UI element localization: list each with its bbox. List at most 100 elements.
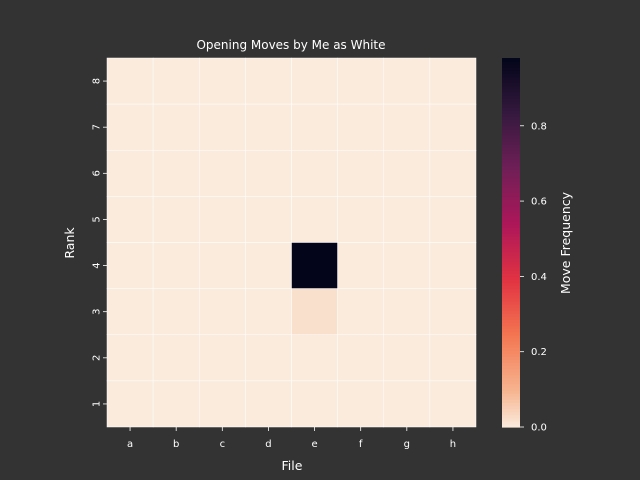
heatmap-cell-b2 <box>152 334 200 382</box>
colorbar-segment <box>502 297 520 302</box>
colorbar-segment <box>502 411 520 416</box>
colorbar-segment <box>502 177 520 182</box>
colorbar-segment <box>502 377 520 382</box>
heatmap-cell-g7 <box>383 103 431 151</box>
colorbar-segment <box>502 420 520 425</box>
colorbar-tick-label: 0.6 <box>531 197 547 208</box>
colorbar-segment <box>502 371 520 376</box>
heatmap-cell-f7 <box>337 103 384 151</box>
heatmap-cell-e3 <box>291 288 338 335</box>
colorbar-segment <box>502 313 520 317</box>
colorbar-segment <box>502 414 520 419</box>
x-axis-label: File <box>282 458 303 473</box>
colorbar-segment <box>502 82 520 87</box>
colorbar-segment <box>502 340 520 345</box>
heatmap-cell-e6 <box>291 150 338 197</box>
colorbar-segment <box>502 254 520 259</box>
colorbar-segment <box>502 325 520 330</box>
colorbar-segment <box>502 190 520 194</box>
colorbar-segment <box>502 248 520 253</box>
colorbar-segment <box>502 423 520 428</box>
colorbar-segment <box>502 76 520 81</box>
heatmap-cell-a3 <box>106 288 154 335</box>
colorbar-segment <box>502 316 520 320</box>
colorbar-segment <box>502 282 520 287</box>
colorbar-segment <box>502 107 520 111</box>
heatmap-cell-h7 <box>429 103 477 151</box>
colorbar-segment <box>502 128 520 133</box>
heatmap-cell-b1 <box>152 380 200 428</box>
colorbar-segment <box>502 393 520 397</box>
colorbar-segment <box>502 276 520 280</box>
heatmap-cell-g3 <box>383 288 431 335</box>
heatmap-cell-d8 <box>245 57 292 105</box>
colorbar-segment <box>502 184 520 188</box>
colorbar-segment <box>502 104 520 108</box>
colorbar-segment <box>502 193 520 197</box>
colorbar-segment <box>502 211 520 216</box>
colorbar-segment <box>502 356 520 360</box>
colorbar-segment <box>502 187 520 191</box>
colorbar-segment <box>502 310 520 314</box>
colorbar-segment <box>502 304 520 308</box>
heatmap-cell-d2 <box>245 334 292 382</box>
colorbar-segment <box>502 233 520 237</box>
colorbar-segment <box>502 417 520 422</box>
heatmap-cell-f8 <box>337 57 384 105</box>
colorbar-segment <box>502 131 520 136</box>
y-tick-label: 8 <box>92 78 103 84</box>
heatmap-cell-b3 <box>152 288 200 335</box>
colorbar-segment <box>502 122 520 127</box>
colorbar-segment <box>502 205 520 210</box>
colorbar-segment <box>502 362 520 367</box>
y-tick-label: 2 <box>92 355 103 361</box>
colorbar-segment <box>502 110 520 114</box>
colorbar-segment <box>502 141 520 145</box>
colorbar-segment <box>502 365 520 370</box>
heatmap-cell-g4 <box>383 242 431 289</box>
colorbar-segment <box>502 368 520 373</box>
colorbar-segment <box>502 359 520 364</box>
colorbar-segment <box>502 150 520 154</box>
heatmap-cell-e2 <box>291 334 338 382</box>
heatmap-cell-e4 <box>291 242 338 289</box>
y-tick-label: 6 <box>92 170 103 176</box>
colorbar-segment <box>502 227 520 231</box>
colorbar-segment <box>502 285 520 290</box>
heatmap-cells <box>106 57 477 428</box>
colorbar-segment <box>502 214 520 219</box>
colorbar-segment <box>502 405 520 410</box>
colorbar-segment <box>502 144 520 148</box>
x-axis-ticks: a b c d e f g h <box>127 427 456 450</box>
colorbar-segment <box>502 374 520 379</box>
heatmap-cell-c3 <box>199 288 246 335</box>
colorbar-segment <box>502 79 520 84</box>
colorbar-segment <box>502 264 520 268</box>
heatmap-cell-b4 <box>152 242 200 289</box>
colorbar-segment <box>502 236 520 241</box>
colorbar-segment <box>502 134 520 139</box>
colorbar-segment <box>502 270 520 274</box>
x-tick-label: e <box>311 439 317 450</box>
colorbar-segment <box>502 387 520 391</box>
heatmap-cell-f3 <box>337 288 384 335</box>
x-tick-label: b <box>173 439 179 450</box>
colorbar-segment <box>502 147 520 151</box>
colorbar-segment <box>502 380 520 385</box>
colorbar-segment <box>502 101 520 105</box>
colorbar-segment <box>502 343 520 348</box>
colorbar-segment <box>502 208 520 213</box>
colorbar-segment <box>502 217 520 222</box>
chart-title: Opening Moves by Me as White <box>196 38 385 52</box>
heatmap-cell-a2 <box>106 334 154 382</box>
heatmap-cell-a6 <box>106 150 154 197</box>
colorbar-segment <box>502 94 520 99</box>
colorbar-segment <box>502 199 520 204</box>
y-axis-ticks: 8 7 6 5 4 3 2 1 <box>92 78 107 407</box>
heatmap-cell-c7 <box>199 103 246 151</box>
colorbar-segment <box>502 390 520 394</box>
x-tick-label: h <box>450 439 456 450</box>
colorbar-segment <box>502 113 520 118</box>
colorbar-segment <box>502 307 520 311</box>
